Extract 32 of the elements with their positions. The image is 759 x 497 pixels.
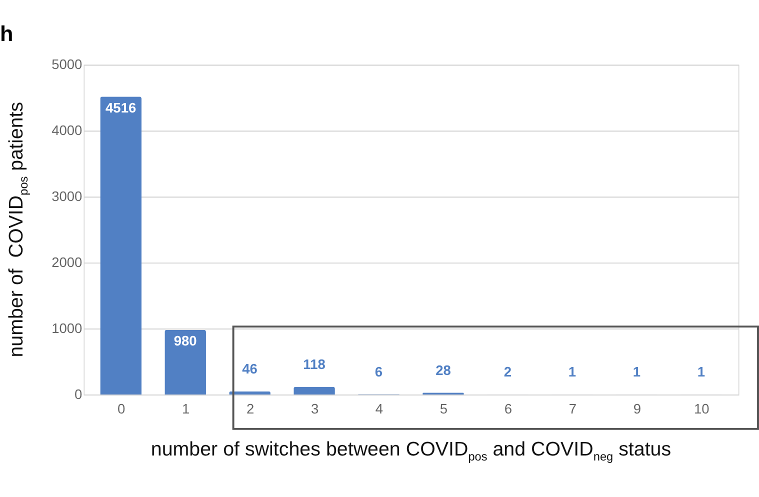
x-tick-label: 7 [568, 402, 577, 417]
y-tick-label: 2000 [52, 255, 83, 270]
chart-title: h [0, 21, 14, 46]
x-tick-label: 3 [310, 402, 319, 417]
bar [294, 386, 335, 394]
x-tick-label: 6 [504, 402, 512, 417]
data-label: 46 [242, 362, 258, 377]
bar [164, 330, 206, 394]
y-tick-label: 4000 [52, 123, 83, 138]
y-tick-label: 3000 [52, 189, 83, 204]
data-label: 1 [632, 364, 641, 380]
x-tick-label: 2 [246, 402, 254, 417]
x-tick-label: 9 [633, 402, 642, 417]
data-label: 1 [697, 364, 706, 380]
x-tick-label: 1 [182, 402, 190, 417]
x-tick-label: 4 [375, 402, 384, 417]
bar [229, 391, 270, 394]
x-tick-label: 0 [118, 402, 126, 417]
y-axis-title: number of COVIDpos patients [6, 102, 31, 358]
x-tick-label: 5 [440, 402, 448, 417]
data-label: 28 [436, 362, 452, 378]
data-label: 1 [568, 364, 576, 380]
y-tick-label: 5000 [52, 57, 83, 72]
y-tick-label: 0 [74, 386, 83, 402]
data-label: 980 [174, 334, 198, 349]
data-label: 6 [374, 364, 383, 380]
data-label: 2 [504, 364, 512, 380]
data-label: 4516 [106, 100, 136, 116]
x-tick-label: 10 [694, 402, 710, 417]
bar [100, 96, 142, 394]
y-tick-label: 1000 [52, 320, 83, 336]
data-label: 118 [303, 356, 326, 372]
